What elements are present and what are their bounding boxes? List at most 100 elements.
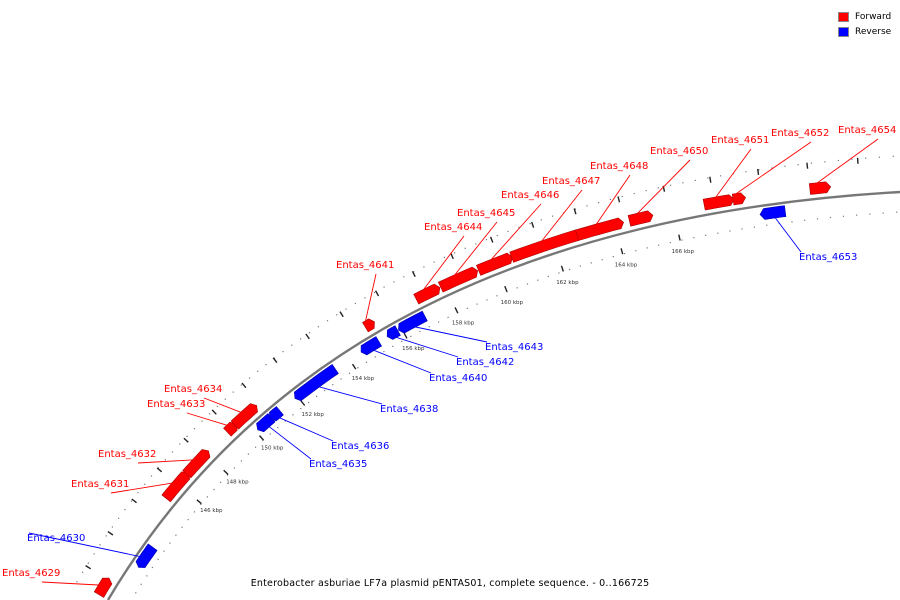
sequence-backbone xyxy=(106,190,900,600)
reverse-swatch xyxy=(838,26,849,37)
gene-entas-4636[interactable]: Entas_4636 xyxy=(268,406,389,453)
gene-label[interactable]: Entas_4642 xyxy=(456,357,514,368)
gene-entas-4650[interactable]: Entas_4650 xyxy=(627,146,708,227)
gene-entas-4646[interactable]: Entas_4646 xyxy=(476,190,559,276)
gene-arrow[interactable] xyxy=(437,266,479,293)
gene-arrow[interactable] xyxy=(476,252,513,276)
outer-tick-marks xyxy=(85,157,859,570)
gene-label[interactable]: Entas_4647 xyxy=(542,176,600,187)
gene-leader-line xyxy=(736,141,812,194)
gene-leader-line xyxy=(319,386,383,405)
gene-label[interactable]: Entas_4651 xyxy=(711,135,769,146)
gene-arrow[interactable] xyxy=(702,194,735,211)
gene-arrow[interactable] xyxy=(182,449,211,479)
gene-label[interactable]: Entas_4635 xyxy=(309,459,367,470)
gene-entas-4633[interactable]: Entas_4633 xyxy=(147,399,238,437)
scale-tick-label: 154 kbp xyxy=(352,376,375,382)
scale-tick-label: 166 kbp xyxy=(672,249,695,255)
gene-entas-4632[interactable]: Entas_4632 xyxy=(98,449,211,479)
gene-leader-line xyxy=(491,203,542,260)
gene-label[interactable]: Entas_4630 xyxy=(27,533,85,544)
inner-dotted-track xyxy=(135,211,898,594)
gene-leader-line xyxy=(186,412,227,426)
gene-entas-4652[interactable]: Entas_4652 xyxy=(731,128,829,206)
gene-leader-line xyxy=(817,138,879,184)
gene-arrow[interactable] xyxy=(759,205,787,220)
gene-label[interactable]: Entas_4653 xyxy=(799,252,857,263)
scale-tick xyxy=(504,285,508,292)
gene-label[interactable]: Entas_4638 xyxy=(380,404,438,415)
scale-tick-label: 164 kbp xyxy=(615,263,638,269)
gene-arrow[interactable] xyxy=(268,406,284,422)
gene-label[interactable]: Entas_4629 xyxy=(2,568,60,579)
gene-entas-4629[interactable]: Entas_4629 xyxy=(2,568,113,598)
gene-leader-line xyxy=(541,189,583,241)
gene-leader-line xyxy=(203,397,241,413)
gene-entas-4651[interactable]: Entas_4651 xyxy=(702,135,769,211)
scale-tick-label: 160 kbp xyxy=(501,300,524,306)
outer-dotted-track xyxy=(76,155,894,583)
gene-arrow[interactable] xyxy=(230,403,258,430)
scale-tick-label: 152 kbp xyxy=(301,412,324,418)
gene-arrow[interactable] xyxy=(386,325,401,340)
gene-label[interactable]: Entas_4646 xyxy=(501,190,559,201)
gene-arrow[interactable] xyxy=(362,318,375,333)
gene-entas-4630[interactable]: Entas_4630 xyxy=(27,532,158,568)
gene-arrow[interactable] xyxy=(360,336,383,356)
scale-tick xyxy=(351,363,357,370)
map-caption: Enterobacter asburiae LF7a plasmid pENTA… xyxy=(250,578,650,589)
gene-entas-4634[interactable]: Entas_4634 xyxy=(164,384,258,430)
gene-entas-4638[interactable]: Entas_4638 xyxy=(293,363,438,415)
legend: Forward Reverse xyxy=(838,9,891,39)
gene-leader-line xyxy=(110,482,172,494)
scale-tick xyxy=(300,400,306,406)
gene-arrow[interactable] xyxy=(575,217,624,241)
gene-leader-line xyxy=(269,426,312,460)
gene-entas-4653[interactable]: Entas_4653 xyxy=(759,205,857,263)
scale-tick xyxy=(678,234,681,241)
gene-arrow[interactable] xyxy=(135,543,158,568)
gene-label[interactable]: Entas_4641 xyxy=(336,260,394,271)
scale-tick xyxy=(560,265,564,272)
gene-label[interactable]: Entas_4634 xyxy=(164,384,222,395)
gene-entas-4641[interactable]: Entas_4641 xyxy=(336,260,394,333)
gene-entas-4654[interactable]: Entas_4654 xyxy=(808,125,896,195)
gene-label[interactable]: Entas_4631 xyxy=(71,479,129,490)
gene-label[interactable]: Entas_4636 xyxy=(331,441,389,452)
gene-entas-4643[interactable]: Entas_4643 xyxy=(398,310,543,353)
scale-tick-label: 146 kbp xyxy=(200,508,223,514)
gene-label[interactable]: Entas_4632 xyxy=(98,449,156,460)
gene-arrow[interactable] xyxy=(293,363,339,402)
gene-leader-line xyxy=(415,326,488,343)
gene-entas-4631[interactable]: Entas_4631 xyxy=(71,471,191,503)
gene-arrow[interactable] xyxy=(161,471,191,503)
gene-entas-4645[interactable]: Entas_4645 xyxy=(437,208,515,293)
gene-label[interactable]: Entas_4643 xyxy=(485,342,543,353)
gene-arrow[interactable] xyxy=(398,310,428,334)
gene-arrow[interactable] xyxy=(93,577,113,598)
gene-label[interactable]: Entas_4633 xyxy=(147,399,205,410)
gene-leader-line xyxy=(596,174,631,225)
gene-entas-4647[interactable]: Entas_4647 xyxy=(509,176,601,263)
gene-arrow[interactable] xyxy=(731,192,746,206)
gene-label[interactable]: Entas_4645 xyxy=(457,208,515,219)
legend-forward: Forward xyxy=(838,9,891,24)
gene-label[interactable]: Entas_4648 xyxy=(590,161,648,172)
gene-label[interactable]: Entas_4652 xyxy=(771,128,829,139)
gene-label[interactable]: Entas_4640 xyxy=(429,373,487,384)
gene-arrow[interactable] xyxy=(413,283,441,305)
gene-arrow[interactable] xyxy=(627,210,654,227)
gene-arrow[interactable] xyxy=(808,181,832,195)
gene-entas-4642[interactable]: Entas_4642 xyxy=(386,325,514,368)
gene-leader-line xyxy=(423,235,465,290)
forward-swatch xyxy=(838,11,849,22)
gene-label[interactable]: Entas_4650 xyxy=(650,146,708,157)
scale-tick xyxy=(403,332,408,339)
gene-label[interactable]: Entas_4644 xyxy=(424,222,482,233)
gene-entas-4644[interactable]: Entas_4644 xyxy=(413,222,483,305)
scale-tick xyxy=(620,248,624,255)
gene-entas-4648[interactable]: Entas_4648 xyxy=(575,161,648,241)
gene-label[interactable]: Entas_4654 xyxy=(838,125,896,136)
gene-entas-4640[interactable]: Entas_4640 xyxy=(360,336,487,384)
scale-tick xyxy=(196,499,202,505)
